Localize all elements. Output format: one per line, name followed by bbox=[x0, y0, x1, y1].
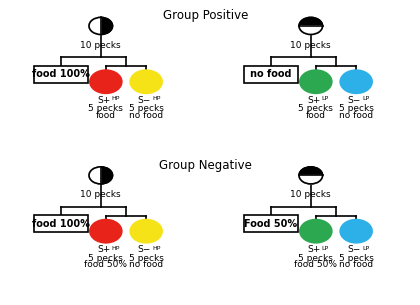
Text: LP: LP bbox=[322, 246, 329, 251]
Text: food: food bbox=[306, 111, 326, 120]
Circle shape bbox=[90, 220, 122, 243]
Circle shape bbox=[340, 70, 372, 93]
Circle shape bbox=[300, 70, 332, 93]
Text: S−: S− bbox=[137, 245, 151, 254]
Text: LP: LP bbox=[322, 96, 329, 101]
Text: S+: S+ bbox=[307, 96, 320, 105]
Text: no food: no food bbox=[339, 260, 373, 270]
FancyBboxPatch shape bbox=[244, 215, 298, 232]
Wedge shape bbox=[89, 167, 101, 184]
Text: 5 pecks: 5 pecks bbox=[88, 104, 123, 113]
Wedge shape bbox=[299, 26, 323, 34]
Text: 10 pecks: 10 pecks bbox=[291, 190, 331, 199]
Text: food 50%: food 50% bbox=[84, 260, 127, 270]
Text: HP: HP bbox=[112, 246, 120, 251]
Text: 10 pecks: 10 pecks bbox=[291, 41, 331, 50]
Text: LP: LP bbox=[362, 246, 369, 251]
Text: food 100%: food 100% bbox=[32, 219, 90, 228]
Text: Food 50%: Food 50% bbox=[244, 219, 297, 228]
Text: 5 pecks: 5 pecks bbox=[339, 104, 374, 113]
Text: 5 pecks: 5 pecks bbox=[298, 104, 333, 113]
Text: S+: S+ bbox=[307, 245, 320, 254]
Circle shape bbox=[89, 167, 113, 184]
Text: S+: S+ bbox=[97, 96, 110, 105]
Text: 5 pecks: 5 pecks bbox=[298, 254, 333, 263]
Circle shape bbox=[90, 70, 122, 93]
Text: 10 pecks: 10 pecks bbox=[81, 190, 121, 199]
FancyBboxPatch shape bbox=[34, 215, 88, 232]
Circle shape bbox=[299, 17, 323, 34]
Text: food 50%: food 50% bbox=[294, 260, 337, 270]
Text: LP: LP bbox=[362, 96, 369, 101]
Circle shape bbox=[340, 220, 372, 243]
Text: S−: S− bbox=[137, 96, 151, 105]
Circle shape bbox=[89, 17, 113, 34]
FancyBboxPatch shape bbox=[244, 66, 298, 83]
Text: HP: HP bbox=[112, 96, 120, 101]
Text: Group Negative: Group Negative bbox=[159, 159, 252, 172]
Circle shape bbox=[130, 70, 162, 93]
Text: S−: S− bbox=[347, 96, 361, 105]
Text: S−: S− bbox=[347, 245, 361, 254]
Text: HP: HP bbox=[152, 96, 160, 101]
Text: no food: no food bbox=[339, 111, 373, 120]
Text: 5 pecks: 5 pecks bbox=[339, 254, 374, 263]
Text: 5 pecks: 5 pecks bbox=[129, 104, 164, 113]
Text: food: food bbox=[96, 111, 116, 120]
Text: no food: no food bbox=[129, 260, 163, 270]
Text: 5 pecks: 5 pecks bbox=[129, 254, 164, 263]
Wedge shape bbox=[89, 17, 101, 34]
Text: HP: HP bbox=[152, 246, 160, 251]
Circle shape bbox=[299, 167, 323, 184]
Text: no food: no food bbox=[250, 69, 291, 79]
Text: 10 pecks: 10 pecks bbox=[81, 41, 121, 50]
Text: no food: no food bbox=[129, 111, 163, 120]
Text: S+: S+ bbox=[97, 245, 110, 254]
Text: Group Positive: Group Positive bbox=[163, 9, 249, 22]
Text: 5 pecks: 5 pecks bbox=[88, 254, 123, 263]
Circle shape bbox=[130, 220, 162, 243]
Circle shape bbox=[300, 220, 332, 243]
Wedge shape bbox=[299, 175, 323, 184]
FancyBboxPatch shape bbox=[34, 66, 88, 83]
Text: food 100%: food 100% bbox=[32, 69, 90, 79]
